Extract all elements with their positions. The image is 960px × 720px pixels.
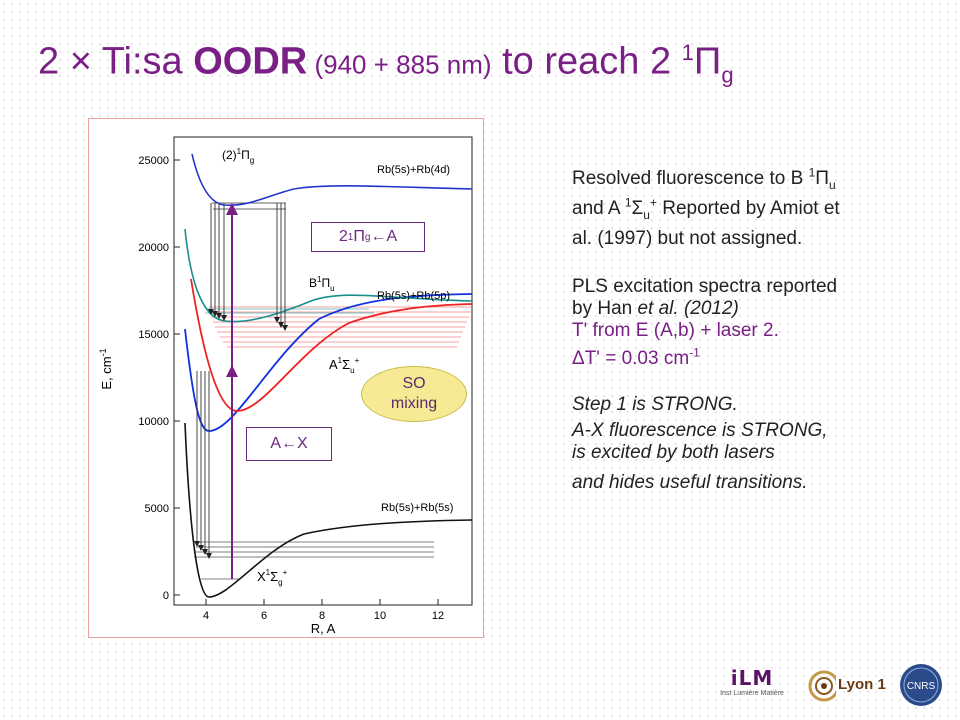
x-axis-ticks: 4 6 8 10 12 (203, 599, 444, 622)
fluorescence-arrowheads-lower (194, 541, 212, 559)
mid-asymptote-label: Rb(5s)+Rb(5p) (377, 290, 450, 302)
svg-text:CNRS: CNRS (907, 681, 936, 692)
b-state-label: B1Πu (309, 275, 335, 293)
title-bold: OODR (193, 40, 308, 83)
potential-curve-diagram: 0 5000 10000 15000 20000 25000 4 6 8 10 12 E, cm-… (98, 136, 473, 636)
top-state-label: (2)1Πg (222, 147, 254, 165)
top-asymptote-label: Rb(5s)+Rb(4d) (377, 164, 450, 176)
cnrs-logo: CNRS (900, 664, 942, 706)
x-tick-label: 4 (203, 610, 209, 622)
callout-so-mixing: SO mixing (361, 366, 467, 422)
title-pi: Π (693, 40, 722, 83)
slide-title: 2 × Ti:sa OODR (940 + 885 nm) to reach 2… (38, 40, 938, 88)
title-suffix: to reach 2 (491, 40, 682, 83)
top-state-levels (212, 202, 286, 210)
a-state-label: A1Σu+ (329, 356, 360, 375)
title-wavelengths: (940 + 885 nm) (307, 49, 492, 80)
paragraph-fluorescence: Resolved fluorescence to B 1Πu and A 1Σu… (572, 165, 840, 249)
x-tick-label: 8 (319, 610, 325, 622)
y-tick-label: 0 (163, 590, 169, 602)
x-tick-label: 12 (432, 610, 444, 622)
a-state-levels (209, 306, 472, 348)
x-tick-label: 10 (374, 610, 386, 622)
pump-arrow-2-head (226, 203, 238, 215)
lyon1-logo: Lyon 1 (808, 664, 890, 708)
y-tick-label: 5000 (145, 503, 169, 515)
top-state-curve (191, 153, 473, 206)
ilm-logo: iLM Inst Lumière Matière (720, 666, 784, 697)
x-tick-label: 6 (261, 610, 267, 622)
fluorescence-arrows-lower (196, 371, 210, 555)
x-state-levels (194, 541, 434, 580)
title-sub: g (721, 62, 734, 88)
b-state-curve (184, 228, 473, 323)
y-tick-label: 10000 (138, 416, 169, 428)
title-prefix: 2 × Ti:sa (38, 40, 194, 83)
x-state-curve (184, 422, 473, 598)
y-tick-label: 20000 (138, 242, 169, 254)
explanation-text: Resolved fluorescence to B 1Πu and A 1Σu… (572, 164, 942, 498)
paragraph-step1: Step 1 is STRONG. (572, 394, 738, 415)
fluorescence-arrowheads-upper (208, 309, 288, 331)
mixing-label: mixing (390, 395, 438, 412)
so-label: SO (402, 375, 426, 392)
ground-asymptote-label: Rb(5s)+Rb(5s) (381, 502, 453, 514)
y-axis-label: E, cm-1 (98, 348, 114, 389)
fluorescence-arrows-upper (210, 203, 286, 327)
title-sup: 1 (681, 40, 694, 65)
a-state-blue-curve (184, 293, 473, 432)
callout-a-from-x: A←X (246, 427, 332, 461)
paragraph-pls: PLS excitation spectra reported by Han e… (572, 276, 838, 341)
x-axis-label: R, A (311, 621, 336, 636)
y-axis-ticks: 0 5000 10000 15000 20000 25000 (138, 155, 180, 602)
x-state-label: X1Σg+ (257, 568, 288, 587)
a-state-red-curve (190, 278, 473, 412)
paragraph-ax-strong: A-X fluorescence is STRONG, is excited by… (572, 420, 828, 463)
paragraph-delta-t: ΔT' = 0.03 cm-1 (572, 345, 700, 369)
logo-row: iLM Inst Lumière Matière Lyon 1 CNRS (716, 660, 948, 712)
y-tick-label: 25000 (138, 155, 169, 167)
paragraph-hides: and hides useful transitions. (572, 472, 808, 493)
y-tick-label: 15000 (138, 329, 169, 341)
plot-frame (173, 136, 473, 606)
lyon1-emblem-icon (808, 670, 840, 702)
